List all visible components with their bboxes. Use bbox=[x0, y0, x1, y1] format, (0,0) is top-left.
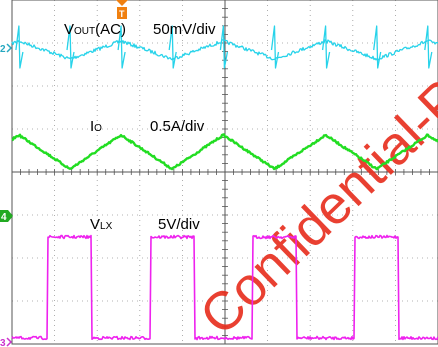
ch4-marker-number: 4 bbox=[1, 212, 7, 223]
io-scale-label: 0.5A/div bbox=[150, 118, 205, 135]
vlx-trace bbox=[11, 234, 438, 341]
vout-spike bbox=[117, 25, 126, 69]
ch3-marker-arrow-icon bbox=[6, 337, 13, 347]
ch3-marker[interactable]: 3 bbox=[0, 337, 13, 347]
trigger-marker[interactable]: T bbox=[116, 0, 128, 19]
waveforms bbox=[11, 25, 438, 341]
ch2-marker-number: 2 bbox=[0, 44, 6, 55]
ch2-marker-arrow-icon bbox=[6, 43, 13, 53]
trigger-position-icon bbox=[116, 0, 128, 6]
vout-spike bbox=[168, 25, 177, 69]
vout-trace bbox=[11, 39, 438, 61]
ch4-marker-tag-icon bbox=[0, 210, 13, 222]
vlx-label: VLX bbox=[90, 216, 113, 233]
vout-spike bbox=[424, 25, 433, 69]
vlx-scale-label: 5V/div bbox=[158, 216, 200, 233]
vout-spike bbox=[219, 25, 229, 69]
io-trace bbox=[11, 133, 438, 171]
ch4-marker[interactable]: 4 bbox=[0, 210, 13, 223]
vout-label: VOUT(AC) bbox=[64, 21, 126, 38]
io-label: IO bbox=[90, 118, 102, 135]
graticule bbox=[11, 0, 438, 345]
vout-scale-label: 50mV/div bbox=[153, 21, 216, 38]
trigger-tag-letter: T bbox=[119, 9, 125, 19]
vout-spike bbox=[15, 25, 24, 69]
vout-spike bbox=[373, 25, 382, 69]
ch3-marker-number: 3 bbox=[0, 338, 6, 347]
vout-spike bbox=[66, 25, 75, 69]
vout-spike bbox=[270, 25, 280, 69]
trigger-tag bbox=[117, 7, 127, 19]
ch2-marker[interactable]: 2 bbox=[0, 43, 13, 55]
vout-spike bbox=[321, 25, 331, 69]
graticule-border bbox=[11, 0, 438, 345]
